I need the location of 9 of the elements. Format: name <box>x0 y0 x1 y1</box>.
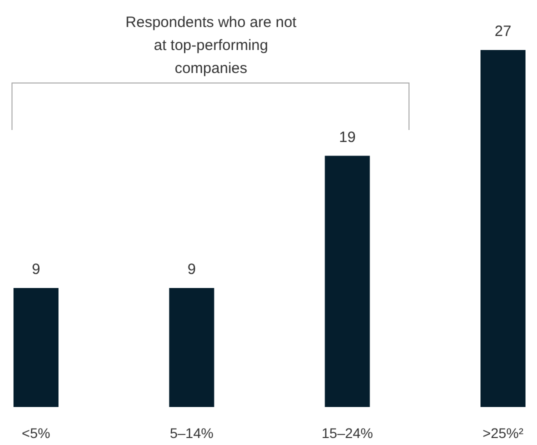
x-tick-label: 5–14% <box>170 425 214 441</box>
data-label: 27 <box>494 23 512 40</box>
annotation: Respondents who are not at top-performing companies <box>126 14 298 77</box>
x-tick-label: 15–24% <box>322 425 374 441</box>
x-tick-label: >25%² <box>482 425 524 441</box>
data-label: 9 <box>187 261 196 278</box>
data-label: 9 <box>32 261 40 278</box>
x-tick-label: <5% <box>22 425 50 441</box>
data-label: 19 <box>338 128 356 146</box>
